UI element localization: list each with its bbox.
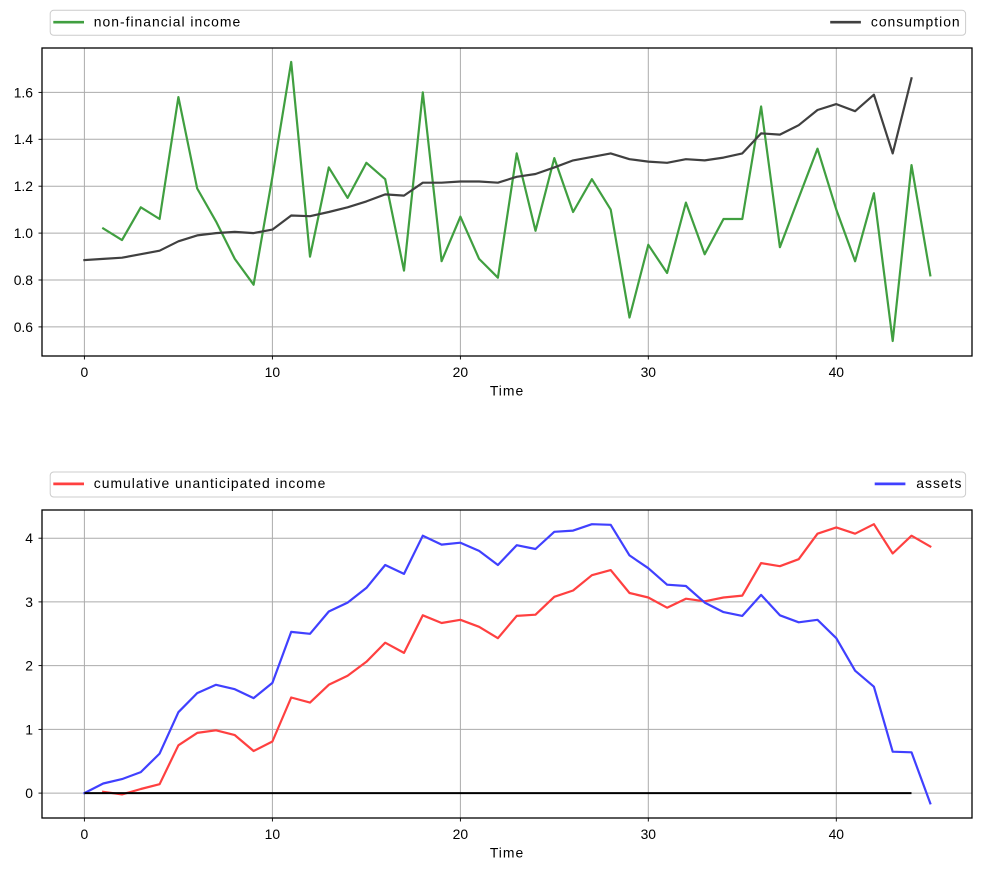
svg-text:0.6: 0.6 bbox=[14, 319, 34, 335]
svg-text:4: 4 bbox=[25, 530, 33, 546]
svg-text:10: 10 bbox=[265, 364, 281, 380]
svg-text:0: 0 bbox=[81, 364, 89, 380]
svg-text:1.0: 1.0 bbox=[14, 225, 34, 241]
svg-text:non-financial income: non-financial income bbox=[94, 13, 241, 29]
svg-text:30: 30 bbox=[641, 364, 657, 380]
svg-text:consumption: consumption bbox=[871, 13, 961, 29]
svg-text:0: 0 bbox=[81, 826, 89, 842]
svg-text:0: 0 bbox=[25, 785, 33, 801]
svg-text:1.6: 1.6 bbox=[14, 84, 34, 100]
svg-text:0.8: 0.8 bbox=[14, 272, 34, 288]
svg-text:20: 20 bbox=[453, 826, 469, 842]
svg-text:cumulative unanticipated incom: cumulative unanticipated income bbox=[94, 475, 327, 491]
svg-text:3: 3 bbox=[25, 594, 33, 610]
svg-text:1: 1 bbox=[25, 721, 33, 737]
svg-text:1.4: 1.4 bbox=[14, 131, 34, 147]
svg-text:1.2: 1.2 bbox=[14, 178, 34, 194]
svg-text:Time: Time bbox=[490, 845, 524, 861]
svg-text:40: 40 bbox=[829, 826, 845, 842]
svg-text:2: 2 bbox=[25, 658, 33, 674]
svg-text:30: 30 bbox=[641, 826, 657, 842]
svg-text:20: 20 bbox=[453, 364, 469, 380]
svg-text:10: 10 bbox=[265, 826, 281, 842]
svg-text:40: 40 bbox=[829, 364, 845, 380]
svg-text:Time: Time bbox=[490, 383, 524, 399]
svg-text:assets: assets bbox=[916, 475, 962, 491]
